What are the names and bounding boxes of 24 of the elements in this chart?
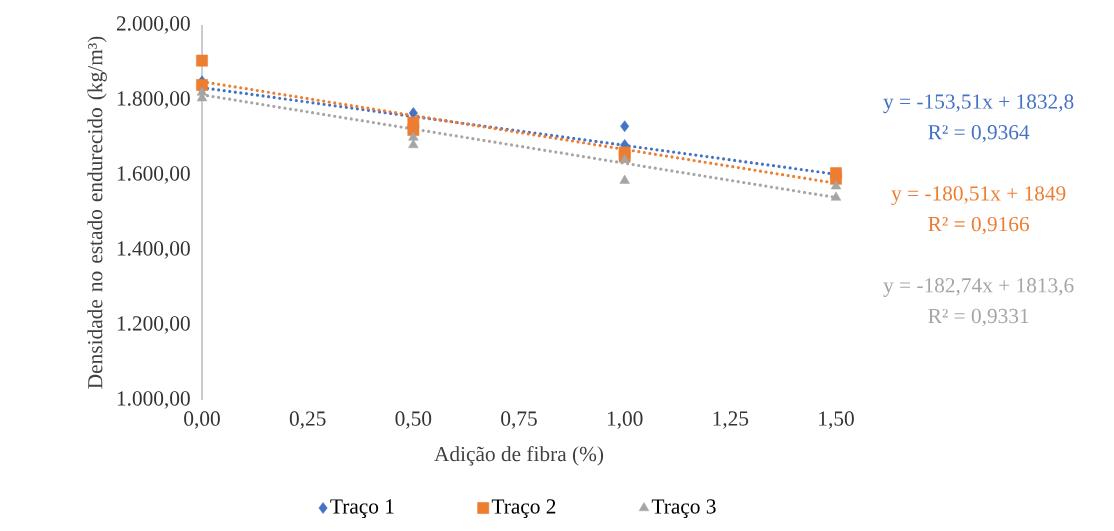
y-tick-label: 1.800,00: [117, 91, 190, 109]
x-axis-title: Adição de fibra (%): [434, 445, 604, 466]
legend-label: Traço 2: [491, 499, 556, 518]
y-tick-label: 2.000,00: [116, 16, 190, 34]
x-tick-label: 0,25: [289, 411, 326, 429]
y-axis-title: Densidade no estado endurecido (kg/m³): [87, 36, 107, 389]
y-tick-label: 1.400,00: [117, 241, 190, 259]
text: y = -153,51x + 1832,8: [883, 94, 1074, 114]
text: R² = 0,9166: [928, 216, 1029, 235]
y-tick-label: 1.600,00: [117, 166, 190, 184]
x-tick-label: 0,75: [501, 411, 537, 429]
text: R² = 0,9364: [928, 125, 1030, 143]
text: R² = 0,9331: [928, 308, 1029, 327]
x-tick-label: 1,50: [819, 411, 854, 429]
y-tick-label: 1.200,00: [117, 316, 190, 334]
y-tick-label: 1.000,00: [117, 391, 190, 409]
legend-label: Traço 3: [651, 499, 716, 518]
x-tick-label: 0,50: [395, 411, 432, 429]
text: y = -180,51x + 1849: [891, 186, 1066, 206]
legend-label: Traço 1: [330, 499, 394, 518]
x-tick-label: 0,00: [184, 411, 220, 429]
x-tick-label: 1,00: [607, 411, 643, 429]
text: y = -182,74x + 1813,6: [883, 278, 1074, 297]
x-tick-label: 1,25: [713, 411, 749, 429]
